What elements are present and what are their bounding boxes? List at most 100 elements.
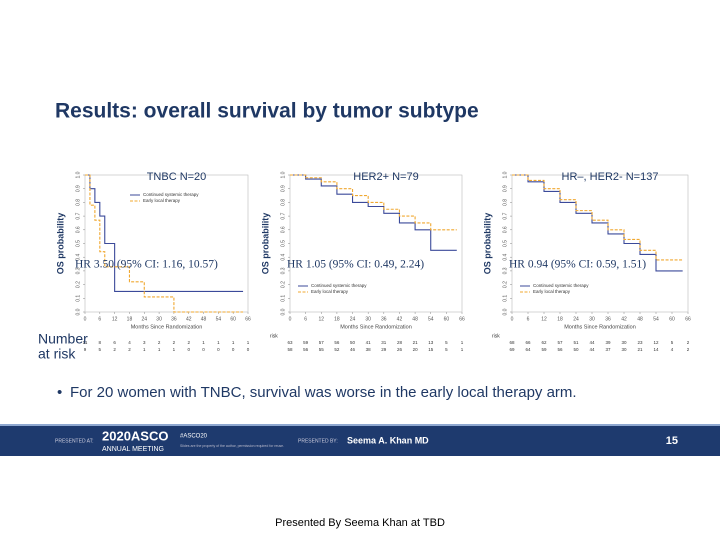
y-tick-label: 0.3 xyxy=(75,267,81,274)
risk-count: 0 xyxy=(202,347,205,352)
y-tick-label: 0.2 xyxy=(280,281,286,288)
risk-count: 57 xyxy=(557,340,563,345)
risk-count: 66 xyxy=(525,340,531,345)
x-tick-label: 0 xyxy=(84,316,87,322)
chart-title: TNBC N=20 xyxy=(147,171,207,183)
y-tick-label: 0.2 xyxy=(75,281,81,288)
risk-count: 6 xyxy=(113,340,116,345)
risk-count: 2 xyxy=(128,347,131,352)
risk-count: 63 xyxy=(287,340,293,345)
slide-title: Results: overall survival by tumor subty… xyxy=(55,100,479,123)
risk-count: 1 xyxy=(247,340,250,345)
y-axis-label: OS probability xyxy=(55,213,65,275)
footer-presented-at: PRESENTED AT: xyxy=(55,438,94,444)
x-tick-label: 12 xyxy=(318,316,324,322)
y-tick-label: 1.0 xyxy=(502,171,508,178)
x-tick-label: 18 xyxy=(127,316,133,322)
risk-count: 56 xyxy=(303,347,309,352)
risk-count: 62 xyxy=(541,340,547,345)
x-tick-label: 30 xyxy=(156,316,162,322)
risk-count: 55 xyxy=(319,347,325,352)
risk-count: 59 xyxy=(303,340,309,345)
risk-count: 69 xyxy=(509,347,515,352)
risk-count: 52 xyxy=(334,347,340,352)
legend-label: Early local therapy xyxy=(533,289,571,294)
risk-count: 13 xyxy=(428,340,434,345)
risk-count: 12 xyxy=(653,340,659,345)
y-tick-label: 0.7 xyxy=(502,212,508,219)
risk-count: 30 xyxy=(621,347,627,352)
risk-count: 21 xyxy=(637,347,643,352)
x-tick-label: 36 xyxy=(381,316,387,322)
hr-annotation: HR 3.50 (95% CI: 1.16, 10.57) xyxy=(75,259,218,271)
caption: Presented By Seema Khan at TBD xyxy=(275,517,445,529)
risk-count: 31 xyxy=(381,340,387,345)
y-tick-label: 0.5 xyxy=(75,240,81,247)
risk-count: 0 xyxy=(187,347,190,352)
risk-count: 2 xyxy=(687,340,690,345)
y-tick-label: 0.3 xyxy=(280,267,286,274)
x-tick-label: 0 xyxy=(511,316,514,322)
x-tick-label: 42 xyxy=(621,316,627,322)
legend-label: Early local therapy xyxy=(143,198,181,203)
risk-count: 5 xyxy=(99,347,102,352)
x-tick-label: 6 xyxy=(527,316,530,322)
risk-count: 5 xyxy=(671,340,674,345)
risk-count: 56 xyxy=(557,347,563,352)
risk-count: 1 xyxy=(143,347,146,352)
risk-count: 2 xyxy=(687,347,690,352)
y-tick-label: 0.6 xyxy=(502,226,508,233)
risk-count: 5 xyxy=(445,340,448,345)
x-axis-label: Months Since Randomization xyxy=(340,324,412,330)
x-tick-label: 66 xyxy=(459,316,465,322)
survival-curve xyxy=(290,174,457,231)
risk-count: 44 xyxy=(589,340,595,345)
risk-count: 14 xyxy=(653,347,659,352)
y-tick-label: 0.0 xyxy=(280,308,286,315)
risk-count: 9 xyxy=(84,347,87,352)
x-tick-label: 6 xyxy=(98,316,101,322)
risk-count: 11 xyxy=(83,340,88,345)
x-tick-label: 48 xyxy=(412,316,418,322)
y-tick-label: 0.1 xyxy=(280,295,286,302)
y-tick-label: 0.6 xyxy=(280,226,286,233)
risk-count: 20 xyxy=(413,347,419,352)
risk-count: 56 xyxy=(334,340,340,345)
risk-count: 23 xyxy=(637,340,643,345)
risk-count: 0 xyxy=(247,347,250,352)
y-axis-label: OS probability xyxy=(482,213,492,275)
risk-count: 44 xyxy=(589,347,595,352)
footer-band xyxy=(0,426,720,456)
y-tick-label: 0.7 xyxy=(280,212,286,219)
risk-count: 0 xyxy=(232,347,235,352)
risk-count: 21 xyxy=(413,340,419,345)
chart-title: HR–, HER2- N=137 xyxy=(562,171,659,183)
risk-count: 41 xyxy=(366,340,372,345)
risk-count: 1 xyxy=(232,340,235,345)
y-tick-label: 0.8 xyxy=(502,199,508,206)
risk-count: 2 xyxy=(158,340,161,345)
legend-label: Early local therapy xyxy=(311,289,349,294)
survival-curve xyxy=(512,174,683,261)
risk-count: 39 xyxy=(605,340,611,345)
risk-header: risk xyxy=(270,333,278,339)
x-tick-label: 24 xyxy=(350,316,356,322)
x-axis-label: Months Since Randomization xyxy=(131,324,203,330)
risk-count: 2 xyxy=(173,340,176,345)
x-tick-label: 6 xyxy=(304,316,307,322)
x-tick-label: 30 xyxy=(365,316,371,322)
x-tick-label: 30 xyxy=(589,316,595,322)
y-axis-label: OS probability xyxy=(260,213,270,275)
risk-count: 4 xyxy=(128,340,131,345)
footer-meeting-sub: ANNUAL MEETING xyxy=(102,446,164,453)
hr-annotation: HR 1.05 (95% CI: 0.49, 2.24) xyxy=(287,259,424,271)
x-tick-label: 0 xyxy=(289,316,292,322)
risk-count: 2 xyxy=(187,340,190,345)
x-tick-label: 60 xyxy=(669,316,675,322)
y-tick-label: 0.2 xyxy=(502,281,508,288)
risk-count: 1 xyxy=(173,347,176,352)
risk-count: 50 xyxy=(350,340,356,345)
x-tick-label: 66 xyxy=(685,316,691,322)
legend-label: Continued systemic therapy xyxy=(143,192,199,197)
risk-count: 1 xyxy=(202,340,205,345)
